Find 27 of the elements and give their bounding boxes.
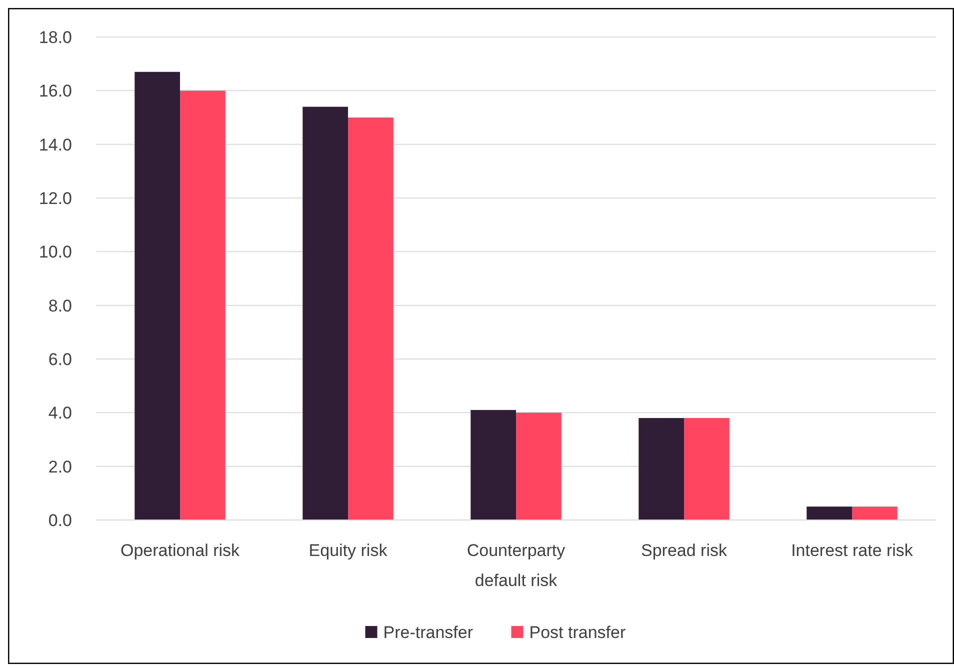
y-tick-label: 16.0: [38, 82, 72, 101]
y-tick-label: 12.0: [38, 188, 72, 208]
y-tick-label: 14.0: [38, 135, 72, 154]
y-tick-label: 6.0: [48, 350, 72, 369]
bar: [852, 506, 898, 520]
y-tick-label: 2.0: [48, 457, 72, 476]
bar: [638, 418, 684, 520]
legend-label: Pre-transfer: [383, 622, 474, 642]
bar: [806, 506, 852, 520]
x-tick-label: Operational risk: [120, 541, 240, 560]
x-tick-label: Interest rate risk: [791, 541, 914, 560]
y-tick-label: 4.0: [48, 404, 72, 423]
bar: [516, 412, 562, 520]
bar: [684, 418, 730, 520]
x-tick-label: Counterparty default risk: [466, 541, 566, 590]
y-tick-label: 8.0: [48, 296, 72, 316]
legend-label: Post transfer: [529, 622, 626, 642]
bar: [348, 118, 394, 520]
bar: [134, 72, 180, 520]
bar: [302, 106, 348, 520]
bar: [470, 410, 516, 520]
y-tick-label: 18.0: [38, 28, 72, 47]
y-tick-label: 10.0: [38, 242, 72, 262]
y-tick-label: 0.0: [48, 510, 72, 530]
x-tick-label: Spread risk: [641, 541, 728, 560]
bar: [180, 90, 226, 520]
x-tick-label: Equity risk: [308, 541, 388, 560]
